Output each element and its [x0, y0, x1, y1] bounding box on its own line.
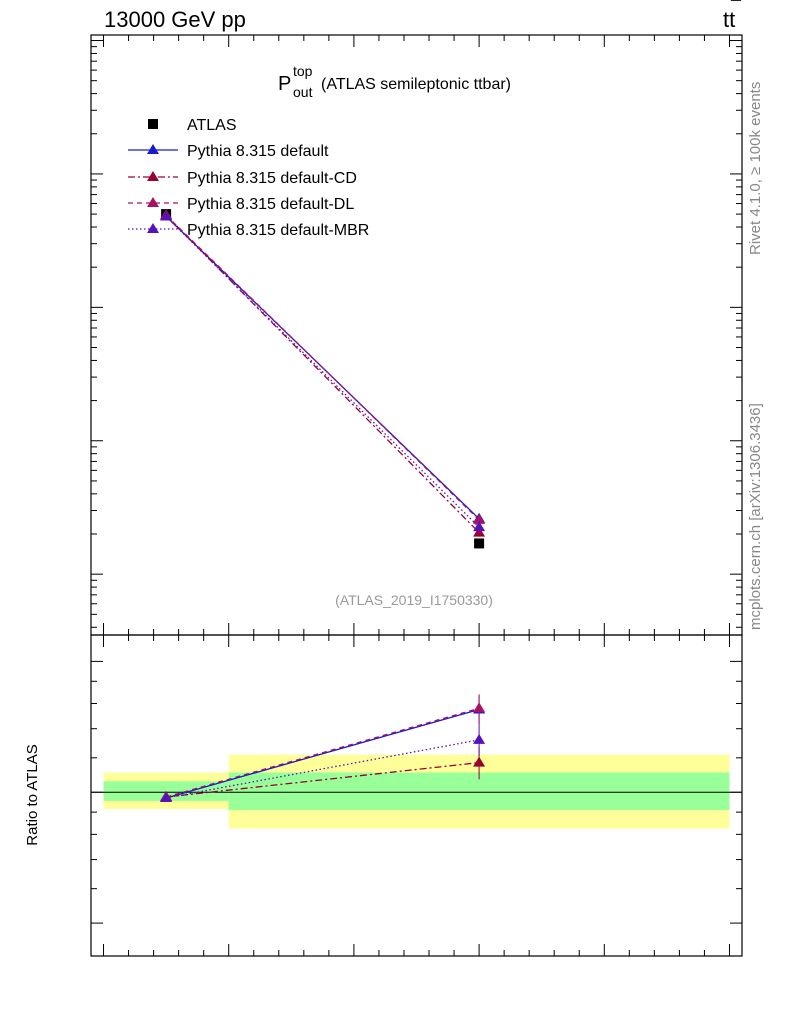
main-series-lines	[165, 214, 480, 534]
legend-entry-cd: Pythia 8.315 default-CD	[128, 170, 357, 187]
energy-label: 13000 GeV pp	[104, 7, 246, 32]
legend-marker-mbr	[147, 223, 159, 233]
process-label: tt ¯	[723, 0, 742, 32]
legend-label-mbr: Pythia 8.315 default-MBR	[187, 222, 369, 239]
legend: ATLAS Pythia 8.315 default Pythia 8.315 …	[128, 117, 369, 239]
title-subscript: out	[293, 84, 313, 100]
ratio-marker-default-cd	[473, 756, 486, 767]
title-superscript: top	[293, 63, 313, 79]
legend-marker-default	[147, 144, 159, 154]
legend-marker-atlas	[148, 119, 158, 129]
ratio-x-axis	[103, 635, 730, 956]
legend-entry-atlas: ATLAS	[148, 117, 237, 134]
legend-entry-dl: Pythia 8.315 default-DL	[128, 196, 354, 213]
ratio-line-default-mbr	[165, 739, 480, 799]
ratio-uncertainty-bands	[103, 754, 730, 829]
legend-label-default: Pythia 8.315 default	[187, 143, 329, 160]
ratio-marker-default-mbr	[160, 791, 173, 802]
title-symbol: P	[278, 73, 291, 95]
ratio-y-axis-label: Ratio to ATLAS	[24, 744, 41, 845]
legend-entry-default: Pythia 8.315 default	[128, 143, 329, 160]
analysis-id-label: (ATLAS_2019_I1750330)	[335, 592, 493, 608]
main-x-ticks	[103, 35, 730, 635]
ratio-markers	[160, 694, 486, 802]
legend-entry-mbr: Pythia 8.315 default-MBR	[128, 222, 369, 239]
main-line-default-cd	[165, 214, 480, 534]
ratio-marker-default-dl	[473, 702, 486, 713]
ratio-line-default-dl	[165, 707, 480, 798]
legend-label-atlas: ATLAS	[187, 117, 237, 134]
process-label-bar: ¯	[730, 0, 742, 18]
main-marker-default-dl	[473, 513, 486, 524]
process-label-main: tt	[723, 7, 735, 32]
main-marker-default-mbr	[473, 521, 486, 532]
rivet-version-label: Rivet 4.1.0, ≥ 100k events	[747, 82, 764, 255]
legend-label-cd: Pythia 8.315 default-CD	[187, 170, 357, 187]
title-description: (ATLAS semileptonic ttbar)	[321, 76, 511, 93]
chart-title: P top out (ATLAS semileptonic ttbar)	[278, 63, 511, 100]
main-marker-atlas-data	[474, 538, 485, 549]
legend-label-dl: Pythia 8.315 default-DL	[187, 196, 354, 213]
mcplots-label: mcplots.cern.ch [arXiv:1306.3436]	[747, 403, 764, 630]
main-marker-default-mbr	[160, 210, 173, 221]
ratio-marker-default-mbr	[473, 733, 486, 744]
main-line-default-dl	[165, 214, 480, 521]
legend-marker-dl	[147, 197, 159, 207]
ratio-line-default	[165, 708, 480, 799]
main-marker-default-cd	[473, 526, 486, 537]
main-y-axis	[91, 40, 742, 628]
main-line-default-mbr	[165, 216, 480, 528]
ratio-y-axis	[91, 660, 742, 924]
main-markers	[160, 209, 486, 549]
legend-marker-cd	[147, 171, 159, 181]
ratio-series-lines	[165, 707, 480, 799]
ratio-frame	[90, 634, 743, 957]
